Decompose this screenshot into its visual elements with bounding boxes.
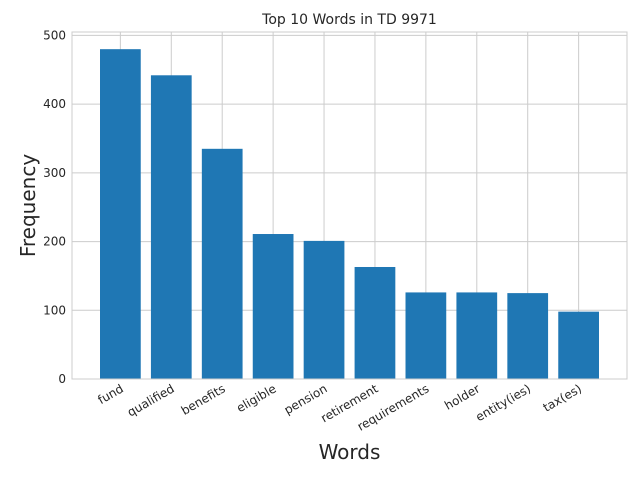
x-tick-label: eligible [234, 381, 279, 415]
plot-area-frame [71, 31, 628, 380]
y-axis-label: Frequency [16, 154, 40, 257]
x-tick-label: benefits [179, 381, 228, 417]
chart-title: Top 10 Words in TD 9971 [261, 12, 437, 28]
x-tick-label: fund [95, 381, 125, 407]
bar-holder [456, 292, 498, 379]
bar-benefits [201, 148, 243, 379]
x-tick-labels: fund qualified benefits eligible pensionreti… [95, 381, 584, 433]
x-tick-label: entity(ies) [473, 381, 533, 424]
x-tick-label: qualified [125, 381, 177, 419]
y-tick-label: 100 [43, 303, 66, 317]
bar-entity(ies) [507, 293, 549, 379]
y-tick-label: 0 [58, 372, 66, 386]
y-tick-labels: 0 100 200 300 400 500 [43, 28, 66, 386]
x-tick-label: holder [442, 381, 482, 412]
bar-qualified [150, 75, 192, 379]
x-axis-label: Words [319, 440, 381, 464]
bar-fund [100, 49, 141, 379]
y-tick-label: 200 [43, 235, 66, 249]
x-tick-label: tax(es) [541, 381, 585, 414]
bar-requirements [405, 292, 447, 379]
bar-eligible [252, 234, 294, 379]
y-tick-label: 500 [43, 28, 66, 42]
bar-tax(es) [558, 311, 599, 379]
y-tick-label: 300 [43, 166, 66, 180]
bars [100, 49, 599, 379]
y-tick-label: 400 [43, 97, 66, 111]
bar-retirement [354, 266, 396, 379]
bar-pension [303, 240, 345, 379]
